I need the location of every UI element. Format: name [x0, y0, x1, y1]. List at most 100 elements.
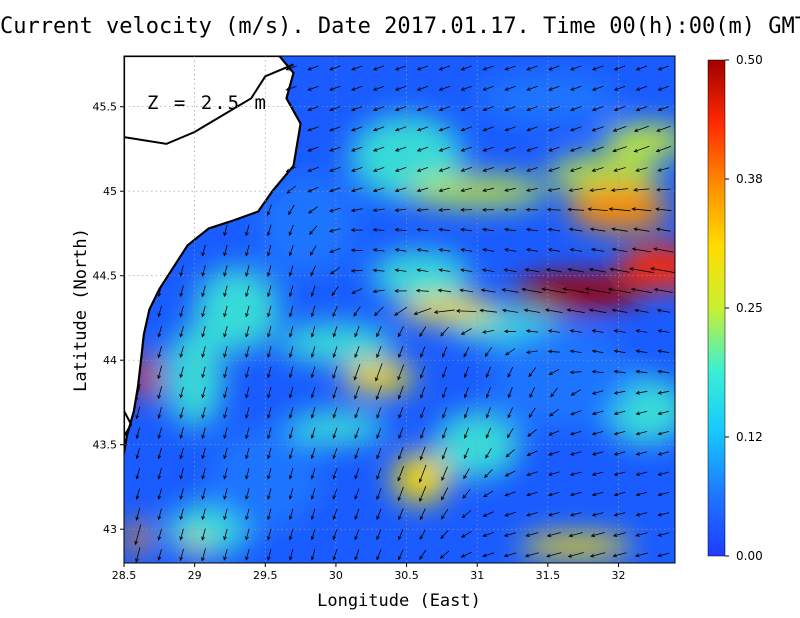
velocity-arrow — [526, 471, 538, 476]
velocity-arrow — [332, 549, 338, 561]
velocity-arrow — [223, 447, 228, 460]
velocity-arrow — [351, 106, 363, 111]
velocity-arrow — [245, 549, 250, 561]
velocity-arrow — [588, 267, 607, 273]
velocity-arrow — [525, 350, 538, 354]
velocity-arrow — [479, 308, 497, 313]
velocity-arrow — [507, 366, 514, 378]
velocity-arrow — [591, 349, 604, 354]
velocity-arrow — [438, 146, 451, 152]
velocity-arrow — [351, 288, 363, 294]
speed-blob-mid-6 — [434, 410, 520, 479]
velocity-arrow — [526, 106, 538, 111]
velocity-arrow — [610, 188, 629, 192]
velocity-arrow — [245, 386, 250, 399]
velocity-arrow — [329, 106, 341, 111]
velocity-arrow — [635, 65, 648, 71]
speed-blob-high-1 — [618, 243, 675, 291]
velocity-arrow — [416, 248, 429, 252]
velocity-arrow — [482, 227, 495, 232]
velocity-arrow — [376, 488, 382, 501]
velocity-arrow — [460, 328, 472, 335]
velocity-arrow — [546, 207, 561, 212]
velocity-arrow — [482, 106, 494, 111]
velocity-arrow — [613, 65, 626, 71]
velocity-arrow — [394, 106, 407, 111]
velocity-arrow — [397, 326, 404, 338]
velocity-arrow — [310, 508, 316, 521]
velocity-arrow — [134, 524, 142, 546]
velocity-arrow — [482, 248, 495, 252]
velocity-arrow — [657, 167, 670, 172]
velocity-arrow — [376, 326, 382, 338]
velocity-arrow — [529, 387, 535, 399]
y-tick-label: 44.5 — [93, 270, 118, 283]
velocity-arrow — [201, 447, 206, 460]
velocity-arrow — [135, 427, 140, 440]
velocity-arrow — [591, 167, 604, 172]
velocity-arrow — [353, 364, 361, 381]
velocity-arrow — [223, 467, 228, 480]
velocity-arrow — [372, 126, 385, 132]
velocity-arrow — [438, 248, 451, 252]
velocity-arrow — [310, 305, 316, 318]
velocity-arrow — [307, 126, 319, 132]
velocity-arrow — [635, 329, 648, 333]
velocity-arrow — [591, 106, 604, 111]
velocity-arrow — [372, 65, 385, 71]
velocity-arrow — [567, 207, 585, 212]
velocity-arrow — [394, 126, 407, 132]
velocity-arrow — [135, 547, 141, 563]
velocity-arrow — [354, 508, 360, 521]
velocity-arrow — [464, 386, 469, 399]
velocity-arrow — [591, 329, 604, 333]
velocity-arrow — [223, 549, 228, 561]
velocity-arrow — [635, 390, 648, 395]
velocity-arrow — [372, 268, 385, 273]
velocity-arrow — [548, 369, 560, 376]
velocity-arrow — [570, 410, 582, 416]
velocity-arrow — [569, 451, 582, 456]
velocity-arrow — [628, 267, 654, 274]
velocity-arrow — [201, 528, 206, 541]
velocity-arrow — [485, 366, 491, 379]
velocity-arrow — [588, 308, 607, 314]
velocity-arrow — [442, 366, 448, 379]
velocity-arrow — [480, 288, 496, 293]
velocity-arrow — [416, 227, 429, 232]
velocity-arrow — [398, 407, 404, 419]
velocity-arrow — [201, 508, 206, 521]
velocity-arrow — [179, 325, 184, 338]
velocity-arrow — [611, 247, 628, 252]
velocity-arrow — [245, 427, 250, 440]
velocity-arrow — [310, 488, 316, 500]
velocity-arrow — [351, 126, 363, 132]
velocity-arrow — [463, 468, 470, 480]
velocity-arrow — [351, 146, 363, 152]
velocity-arrow — [525, 207, 539, 212]
x-axis-ticks: 28.5 29 29.5 30 30.5 31 31.5 32 — [112, 563, 625, 582]
velocity-arrow — [354, 346, 360, 359]
velocity-arrow — [657, 410, 670, 416]
velocity-arrow — [351, 65, 363, 71]
velocity-arrow — [438, 208, 451, 212]
velocity-arrow — [372, 167, 385, 172]
velocity-arrow — [438, 126, 451, 132]
velocity-arrow — [245, 305, 250, 318]
velocity-arrow — [607, 287, 632, 294]
velocity-arrow — [372, 228, 385, 232]
velocity-arrow — [503, 532, 517, 537]
velocity-arrow — [267, 325, 272, 338]
velocity-arrow — [376, 467, 382, 480]
velocity-arrow — [286, 185, 296, 194]
velocity-arrow — [332, 346, 338, 358]
velocity-arrow — [419, 446, 426, 461]
plot-area — [124, 56, 675, 563]
velocity-arrow — [157, 365, 163, 380]
velocity-arrow — [310, 468, 316, 480]
velocity-arrow — [354, 407, 360, 419]
velocity-arrow — [288, 508, 294, 521]
velocity-arrow — [201, 265, 206, 277]
velocity-arrow — [485, 407, 491, 419]
